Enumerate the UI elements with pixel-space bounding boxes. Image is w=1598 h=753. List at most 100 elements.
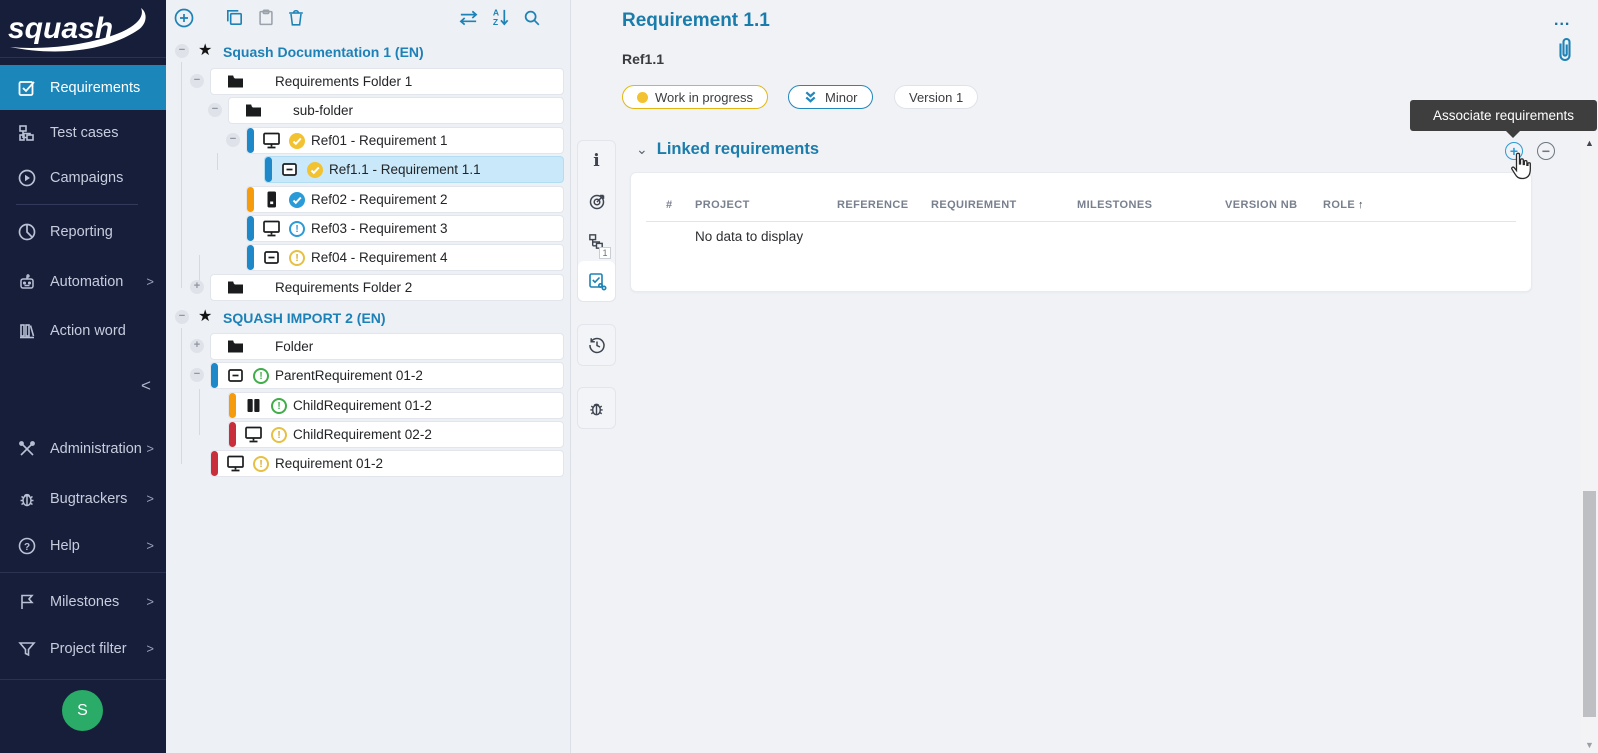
coverage-target-tab[interactable] [578, 181, 615, 221]
column-header-requirement[interactable]: REQUIREMENT [931, 199, 1017, 211]
column-header-reference[interactable]: REFERENCE [837, 199, 909, 211]
tree-project-label[interactable]: Squash Documentation 1 (EN) [223, 43, 424, 60]
column-header-role[interactable]: ROLE [1323, 199, 1356, 211]
criticality-pill [211, 363, 218, 388]
paste-icon[interactable] [253, 5, 278, 30]
svg-text:Z: Z [493, 17, 498, 27]
sidebar-item-label: Campaigns [50, 169, 124, 186]
tree-node-folder[interactable]: Folder [210, 333, 564, 360]
tree-node-folder[interactable]: Requirements Folder 2 [210, 274, 564, 301]
sidebar-item-milestones[interactable]: Milestones > [0, 579, 166, 624]
user-avatar[interactable]: S [62, 690, 103, 731]
sidebar-item-reporting[interactable]: Reporting [0, 209, 166, 254]
folder-icon [226, 72, 245, 91]
history-tab[interactable] [578, 325, 615, 365]
tree-root-project[interactable]: − ★ SQUASH IMPORT 2 (EN) [166, 304, 571, 331]
add-circle-icon[interactable] [171, 5, 196, 30]
collapse-toggle[interactable]: − [175, 310, 189, 324]
tree-node-requirement[interactable]: ! ChildRequirement 01-2 [228, 392, 564, 419]
tree-node-folder[interactable]: Requirements Folder 1 [210, 68, 564, 95]
sidebar-item-action-word[interactable]: Action word [0, 308, 166, 353]
tree-node-requirement[interactable]: Ref01 - Requirement 1 [246, 127, 564, 154]
anchor-rail-group-history [577, 324, 616, 366]
information-tab[interactable]: i [578, 141, 615, 181]
version-badge[interactable]: Version 1 [894, 85, 979, 109]
linked-requirements-section-header[interactable]: ⌄ Linked requirements [636, 140, 819, 159]
monitor-icon [226, 454, 245, 473]
expand-toggle[interactable]: + [190, 280, 204, 294]
status-check-yellow-icon [289, 133, 305, 149]
sidebar-item-label: Automation [50, 273, 124, 290]
main-content: Requirement 1.1 Ref1.1 Work in progress … [616, 0, 1597, 753]
sidebar-item-project-filter[interactable]: Project filter > [0, 626, 166, 671]
sidebar-item-automation[interactable]: Automation > [0, 259, 166, 304]
column-header-index[interactable]: # [666, 199, 673, 211]
sidebar-item-campaigns[interactable]: Campaigns [0, 155, 166, 200]
column-header-milestones[interactable]: MILESTONES [1077, 199, 1153, 211]
sidebar-divider [16, 204, 138, 205]
tree-node-requirement-selected[interactable]: Ref1.1 - Requirement 1.1 [264, 156, 564, 183]
column-header-version-nb[interactable]: VERSION NB [1225, 199, 1298, 211]
bugtrackers-icon [17, 489, 37, 509]
squash-logo[interactable]: squash [0, 0, 166, 56]
help-icon: ? [17, 536, 37, 556]
sidebar-item-bugtrackers[interactable]: Bugtrackers > [0, 476, 166, 521]
tree-node-label: Ref03 - Requirement 3 [311, 221, 448, 236]
section-title: Linked requirements [656, 140, 820, 158]
chevron-right-icon: > [146, 538, 154, 553]
collapse-toggle[interactable]: − [226, 133, 240, 147]
tree-node-label: Folder [275, 339, 314, 354]
bug-icon [587, 399, 606, 418]
sidebar-item-label: Milestones [50, 593, 120, 610]
sidebar-item-test-cases[interactable]: Test cases [0, 110, 166, 155]
search-icon[interactable] [519, 5, 544, 30]
tree-node-requirement[interactable]: ! ParentRequirement 01-2 [210, 362, 564, 389]
more-options-button[interactable]: ... [1554, 12, 1571, 29]
mouse-cursor-hand [1508, 152, 1534, 184]
tree-root-project[interactable]: − ★ Squash Documentation 1 (EN) [166, 38, 571, 65]
column-header-project[interactable]: PROJECT [695, 199, 750, 211]
collapse-toggle[interactable]: − [190, 74, 204, 88]
expand-toggle[interactable]: + [190, 339, 204, 353]
vertical-scrollbar[interactable]: ▲ ▼ [1581, 133, 1598, 753]
tree-node-label: ParentRequirement 01-2 [275, 368, 423, 383]
linked-requirements-table: # PROJECT REFERENCE REQUIREMENT MILESTON… [630, 172, 1532, 292]
sidebar-item-label: Test cases [50, 124, 119, 141]
collapse-toggle[interactable]: − [190, 368, 204, 382]
attachments-paperclip-icon[interactable] [1555, 36, 1575, 64]
swap-arrows-icon[interactable] [456, 5, 481, 30]
tree-node-requirement[interactable]: ! Ref03 - Requirement 3 [246, 215, 564, 242]
status-check-yellow-icon [307, 162, 323, 178]
hierarchy-tab[interactable]: 1 [578, 221, 615, 261]
scroll-up-icon[interactable]: ▲ [1585, 138, 1594, 148]
tree-node-requirement[interactable]: ! Ref04 - Requirement 4 [246, 244, 564, 271]
status-badge[interactable]: Work in progress [622, 85, 769, 109]
tree-node-label: Ref01 - Requirement 1 [311, 133, 448, 148]
tree-node-requirement[interactable]: ! Requirement 01-2 [210, 450, 564, 477]
copy-icon[interactable] [222, 5, 247, 30]
sidebar-item-help[interactable]: ? Help > [0, 523, 166, 568]
bug-tab[interactable] [578, 388, 615, 428]
sidebar-item-administration[interactable]: Administration > [0, 426, 166, 471]
tree-node-folder[interactable]: sub-folder [228, 97, 564, 124]
sort-ascending-icon[interactable]: ↑ [1358, 199, 1364, 211]
sidebar-item-requirements[interactable]: Requirements [0, 65, 166, 110]
criticality-badge[interactable]: Minor [788, 85, 873, 109]
tree-node-requirement[interactable]: ! ChildRequirement 02-2 [228, 421, 564, 448]
sidebar-collapse-button[interactable]: < [141, 376, 151, 395]
star-icon: ★ [198, 308, 213, 325]
tree-node-requirement[interactable]: Ref02 - Requirement 2 [246, 186, 564, 213]
scroll-down-icon[interactable]: ▼ [1585, 740, 1594, 750]
collapse-toggle[interactable]: − [208, 103, 222, 117]
status-warn-yellow-icon: ! [271, 427, 287, 443]
scrollbar-thumb[interactable] [1583, 491, 1596, 717]
delete-icon[interactable] [283, 5, 308, 30]
associate-requirement-button[interactable]: + [1505, 142, 1523, 160]
remove-association-button[interactable]: − [1537, 142, 1555, 160]
linked-requirements-tab[interactable] [578, 261, 615, 301]
milestones-icon [17, 592, 37, 612]
empty-table-message: No data to display [695, 229, 804, 244]
tree-project-label[interactable]: SQUASH IMPORT 2 (EN) [223, 309, 386, 326]
collapse-toggle[interactable]: − [175, 44, 189, 58]
